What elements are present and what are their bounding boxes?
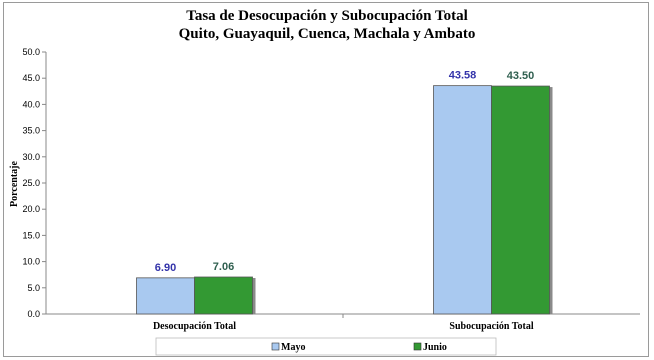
y-tick-label: 25.0 — [22, 178, 40, 188]
chart-subtitle: Quito, Guayaquil, Cuenca, Machala y Amba… — [179, 26, 476, 42]
y-tick-label: 45.0 — [22, 73, 40, 83]
data-label: 6.90 — [155, 262, 176, 274]
data-label: 7.06 — [213, 261, 234, 273]
data-label: 43.58 — [449, 70, 477, 82]
legend-swatch — [413, 342, 422, 351]
legend-label: Mayo — [281, 342, 305, 353]
bar-mayo — [136, 277, 195, 315]
bars: 6.90 7.06 43.58 43.50 — [136, 70, 553, 315]
y-tick-label: 30.0 — [22, 152, 40, 162]
chart-title: Tasa de Desocupación y Subocupación Tota… — [186, 8, 468, 24]
x-category-label: Subocupación Total — [449, 321, 533, 332]
y-tick-label: 0.0 — [27, 309, 40, 319]
bar-mayo — [433, 85, 492, 315]
legend: Mayo Junio — [155, 337, 497, 356]
bar-junio — [491, 85, 550, 315]
y-tick-label: 35.0 — [22, 126, 40, 136]
legend-swatch — [271, 342, 280, 351]
bar-junio — [194, 276, 253, 315]
y-tick-label: 40.0 — [22, 99, 40, 109]
y-tick-label: 50.0 — [22, 47, 40, 57]
legend-label: Junio — [423, 342, 447, 353]
y-tick-label: 5.0 — [27, 283, 40, 293]
y-tick-label: 15.0 — [22, 230, 40, 240]
x-category-label: Desocupación Total — [153, 321, 236, 332]
legend-box — [155, 337, 497, 356]
y-axis-label: Porcentaje — [9, 160, 20, 206]
y-tick-label: 20.0 — [22, 204, 40, 214]
y-tick-label: 10.0 — [22, 257, 40, 267]
data-label: 43.50 — [507, 70, 535, 82]
